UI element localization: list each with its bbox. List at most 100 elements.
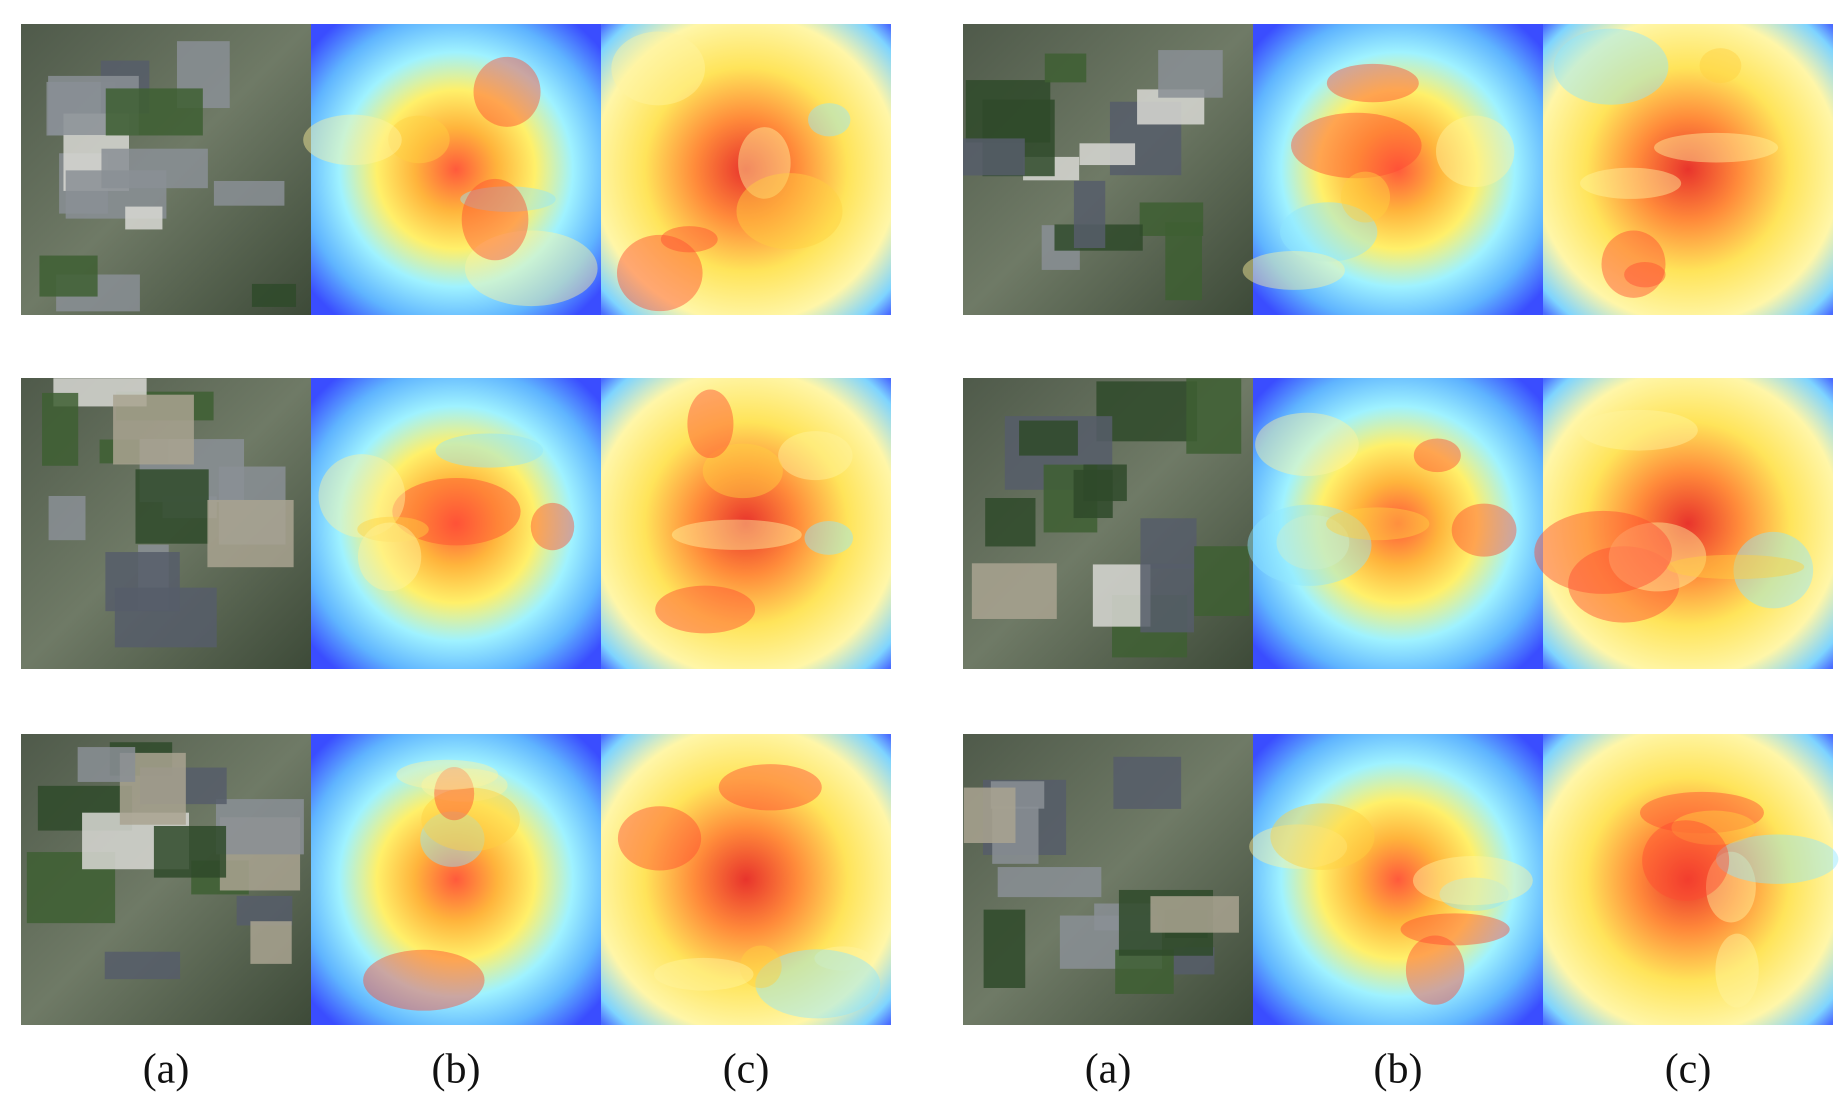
heatmap-blob — [435, 433, 544, 468]
heatmap-blob — [1326, 63, 1419, 103]
heatmap-blob — [671, 519, 802, 550]
image-detail — [213, 180, 285, 206]
panel-label: (b) — [432, 1047, 481, 1093]
heatmap-blob — [653, 957, 754, 991]
image-detail — [1186, 378, 1242, 454]
image-detail — [1115, 949, 1174, 994]
heatmap-blob — [318, 454, 406, 538]
heatmap-blob — [778, 431, 853, 481]
heatmap-blob — [1671, 810, 1756, 845]
heatmap-blob — [739, 945, 782, 989]
panel-label: (a) — [143, 1047, 190, 1093]
heatmap-blob — [363, 949, 485, 1011]
image-detail — [39, 255, 98, 297]
heatmap-blob — [434, 767, 475, 821]
heatmap-blob — [1642, 820, 1730, 901]
image-detail — [1113, 756, 1182, 809]
heatmap-blob — [1654, 132, 1779, 163]
heatmap-image — [311, 378, 601, 669]
heatmap-blob — [1242, 251, 1345, 290]
image-detail — [135, 469, 209, 544]
heatmap-background — [311, 378, 601, 669]
heatmap-blob — [1340, 171, 1391, 223]
heatmap-blob — [1276, 515, 1350, 570]
heatmap-background — [1253, 24, 1543, 315]
heatmap-blob — [396, 759, 499, 790]
aerial-image — [963, 378, 1253, 669]
heatmap-image — [1242, 24, 1543, 315]
heatmap-blob — [660, 226, 718, 253]
heatmap-blob — [1249, 824, 1348, 869]
heatmap-blob — [1400, 913, 1510, 946]
heatmap-blob — [617, 806, 702, 871]
image-detail — [983, 909, 1026, 988]
heatmap-image — [1543, 734, 1839, 1025]
heatmap-blob — [1413, 438, 1461, 473]
heatmap-blob — [421, 787, 520, 852]
heatmap-blob — [1624, 262, 1666, 288]
heatmap-blob — [1580, 167, 1682, 199]
image-detail — [1096, 381, 1198, 442]
heatmap-blob — [1291, 112, 1422, 179]
image-detail — [1194, 546, 1250, 616]
heatmap-background — [311, 734, 601, 1025]
heatmap-background — [601, 378, 891, 669]
heatmap-blob — [421, 768, 508, 802]
aerial-image — [21, 734, 311, 1025]
heatmap-blob — [1270, 803, 1375, 870]
image-detail — [1140, 563, 1194, 633]
heatmap-blob — [807, 103, 851, 137]
heatmap-blob — [1699, 48, 1742, 84]
image-detail — [42, 392, 79, 466]
heatmap-blob — [460, 186, 556, 212]
heatmap-blob — [464, 230, 598, 307]
heatmap-blob — [388, 115, 450, 164]
image-detail — [1165, 222, 1203, 301]
heatmap-blob — [616, 234, 703, 312]
heatmap-blob — [1601, 230, 1666, 298]
image-detail — [125, 206, 163, 230]
heatmap-image — [1534, 378, 1833, 669]
heatmap-blob — [303, 114, 402, 166]
heatmap-blob — [1568, 546, 1680, 623]
heatmap-blob — [1280, 202, 1378, 262]
image-detail — [48, 495, 86, 541]
heatmap-blob — [1439, 877, 1509, 911]
heatmap-blob — [718, 764, 822, 811]
image-detail — [101, 148, 208, 189]
image-detail — [236, 895, 293, 926]
heatmap-blob — [738, 127, 791, 199]
heatmap-blob — [1255, 412, 1359, 477]
panel-label: (c) — [1665, 1047, 1712, 1093]
heatmap-blob — [461, 178, 529, 261]
heatmap-background — [1543, 378, 1833, 669]
heatmap-blob — [1579, 409, 1698, 451]
image-detail — [1044, 53, 1087, 83]
heatmap-blob — [655, 585, 756, 634]
image-detail — [105, 88, 203, 136]
heatmap-image — [303, 24, 601, 315]
heatmap-blob — [1553, 28, 1669, 105]
heatmap-background — [1543, 24, 1833, 315]
image-detail — [113, 394, 194, 465]
heatmap-blob — [1435, 115, 1515, 188]
heatmap-blob — [357, 522, 422, 591]
heatmap-blob — [1666, 554, 1805, 580]
image-detail — [1083, 464, 1127, 502]
image-detail — [997, 867, 1102, 898]
image-detail — [215, 799, 304, 855]
image-detail — [1140, 518, 1197, 569]
heatmap-background — [1253, 734, 1543, 1025]
heatmap-blob — [392, 478, 521, 546]
heatmap-background — [601, 734, 891, 1025]
heatmap-blob — [1412, 856, 1533, 906]
heatmap-blob — [1405, 935, 1465, 1005]
image-detail — [963, 787, 1016, 844]
image-detail — [1019, 420, 1078, 456]
heatmap-blob — [1608, 522, 1707, 592]
heatmap-blob — [611, 31, 706, 106]
image-detail — [77, 747, 136, 782]
heatmap-blob — [1715, 933, 1759, 1008]
aerial-image — [963, 24, 1253, 315]
